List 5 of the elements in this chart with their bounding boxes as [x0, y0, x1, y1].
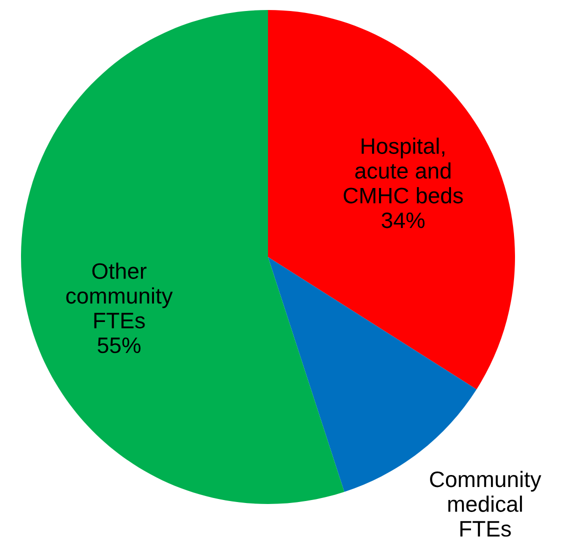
slice-label: Hospital, acute and CMHC beds	[344, 138, 463, 204]
data-label: 55%	[98, 338, 141, 354]
data-label: 34%	[382, 212, 425, 228]
slice-label: Other community FTEs	[66, 262, 173, 328]
slice-label: Community medical FTEs	[430, 470, 542, 537]
